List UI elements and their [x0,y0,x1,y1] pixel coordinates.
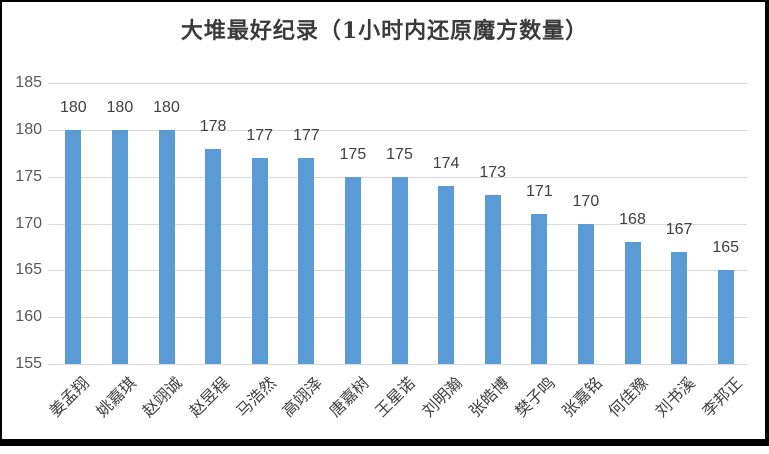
bar [111,129,128,364]
bar [298,157,315,364]
bar [344,176,361,364]
category-label: 姚嘉琪 [92,373,140,421]
y-axis-tick-label: 155 [15,355,42,372]
gridline [48,83,747,84]
category-label: 高翊泽 [278,373,327,421]
bar [577,223,594,364]
category-label: 张嘉铭 [558,373,606,421]
bar [671,251,688,364]
bar-value-label: 180 [59,98,87,116]
category-label: 刘明瀚 [418,373,466,421]
bar-value-label: 177 [292,126,320,144]
category-label: 李邦正 [698,373,746,421]
y-axis-tick-label: 170 [15,215,42,232]
category-label: 张皓博 [465,373,513,421]
category-label: 赵昱程 [185,373,233,421]
category-label: 唐嘉树 [325,373,373,421]
bar [158,129,175,364]
bar-value-label: 180 [106,98,134,116]
category-label: 何佳豫 [604,373,653,421]
bar [391,176,408,364]
category-label: 马浩然 [232,373,280,421]
bar [484,195,501,364]
bar-value-label: 167 [665,220,693,238]
y-axis-tick-label: 165 [15,261,42,278]
bar-value-label: 175 [386,145,413,163]
y-axis-tick-label: 160 [15,308,42,325]
category-label: 赵翊诚 [138,373,187,421]
bar [65,129,82,364]
category-label: 樊子鸣 [511,373,560,421]
y-axis-tick-label: 185 [15,74,42,91]
bar [205,148,222,364]
bar-value-label: 180 [153,98,180,116]
category-label: 王星诺 [371,373,420,421]
bar-value-label: 168 [619,211,646,229]
bar-value-label: 178 [199,117,227,135]
gridline [48,130,747,131]
bar-value-label: 175 [339,145,367,163]
bar [438,186,455,364]
bar [531,214,548,364]
bar-value-label: 170 [572,192,600,210]
gridline [48,364,747,365]
chart-title: 大堆最好纪录（1小时内还原魔方数量） [180,18,589,44]
bar-value-label: 165 [712,239,740,257]
y-axis-tick-label: 175 [15,168,42,185]
bar-value-label: 173 [479,164,507,182]
bar [717,270,734,364]
y-axis-tick-label: 180 [15,121,42,138]
bar-value-label: 171 [525,183,553,201]
bar [251,157,268,364]
bar [624,242,641,364]
category-label: 刘书溪 [651,373,699,421]
bar-value-label: 177 [246,126,274,144]
category-label: 姜孟翔 [45,373,94,421]
bar-value-label: 174 [432,155,460,173]
